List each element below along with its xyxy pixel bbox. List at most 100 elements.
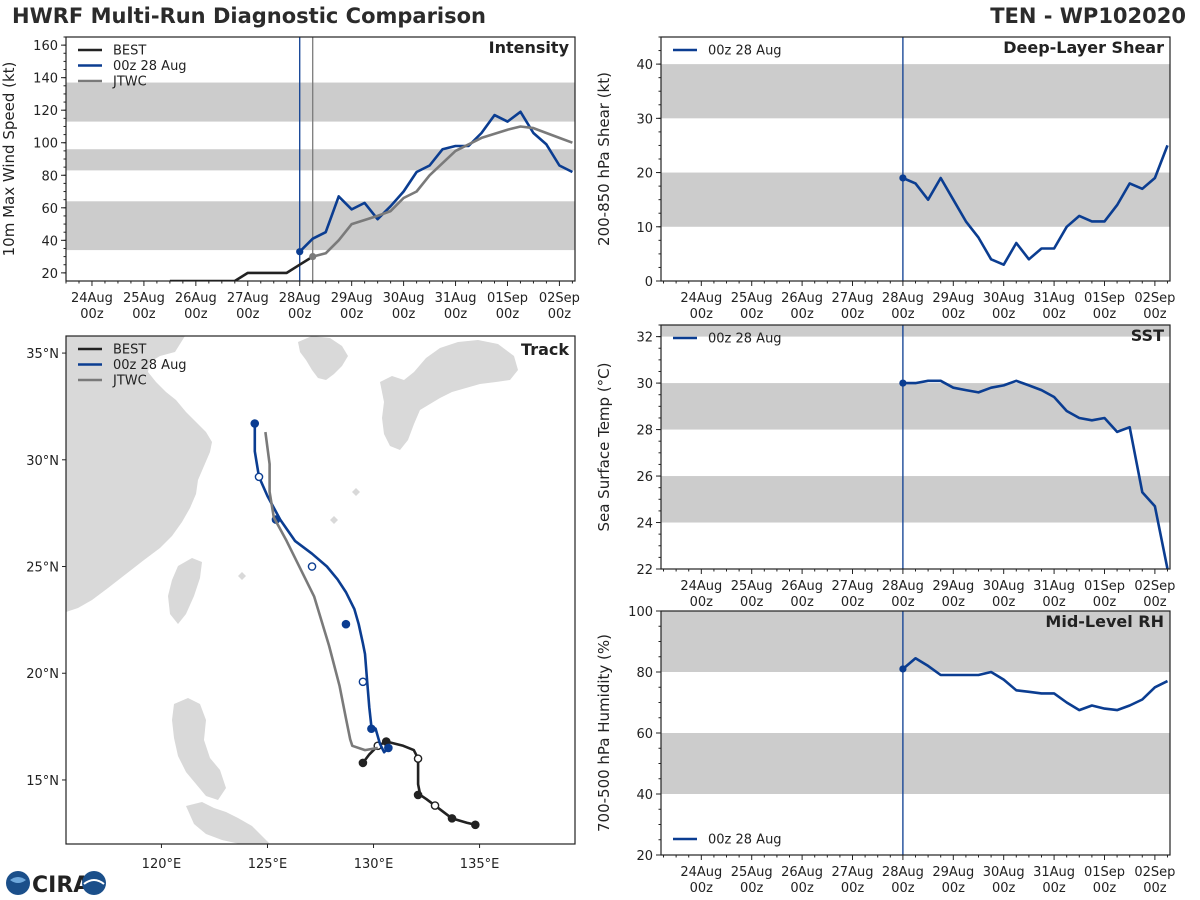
track-frame xyxy=(65,335,576,845)
legend-label-00z-28-aug: 00z 28 Aug xyxy=(708,44,782,59)
x-tick-label-date: 25Aug xyxy=(731,291,773,306)
x-tick-label-date: 28Aug xyxy=(882,291,924,306)
x-tick-label-hour: 00z xyxy=(132,307,156,322)
y-tick-label: 80 xyxy=(41,169,58,184)
x-tick-label-hour: 00z xyxy=(690,881,714,896)
y-tick-label: 40 xyxy=(41,234,58,249)
land-china xyxy=(66,336,212,612)
shaded-band xyxy=(66,149,575,171)
axes-frame-sst xyxy=(660,324,1171,570)
track-point xyxy=(430,801,440,810)
y-axis-label-shear: 200-850 hPa Shear (kt) xyxy=(595,72,613,246)
x-tick-label-hour: 00z xyxy=(392,307,416,322)
legend-label-jtwc: JTWC xyxy=(112,75,147,90)
shaded-band xyxy=(661,733,1170,794)
y-tick-label: 30°N xyxy=(26,454,59,469)
shaded-band xyxy=(661,476,1170,523)
y-tick-label: 60 xyxy=(41,202,58,217)
x-tick-label-date: 28Aug xyxy=(882,865,924,880)
x-tick-label-hour: 00z xyxy=(841,881,865,896)
x-tick-label-date: 27Aug xyxy=(832,291,874,306)
track-line-00z-28-aug xyxy=(253,423,390,754)
plot-area-shear xyxy=(661,37,1170,281)
x-tick-label-hour: 00z xyxy=(690,307,714,322)
y-axis-label-rh: 700-500 hPa Humidity (%) xyxy=(595,634,613,832)
x-tick-label-hour: 00z xyxy=(942,595,966,610)
panel-title-sst: SST xyxy=(1131,326,1164,345)
x-tick-label-date: 02Sep xyxy=(1134,579,1175,594)
x-tick-label-hour: 00z xyxy=(740,881,764,896)
legend-label-00z-28-aug: 00z 28 Aug xyxy=(113,358,187,373)
plot-area-sst xyxy=(661,325,1170,569)
land-taiwan xyxy=(168,558,202,624)
x-tick-label: 135°E xyxy=(460,857,500,872)
x-tick-label-hour: 00z xyxy=(740,307,764,322)
y-tick-label: 20 xyxy=(636,849,653,864)
legend-label-best: BEST xyxy=(113,44,146,59)
panel-track: 120°E 125°E 130°E 135°E 15°N 20°N 25°N 30°N 35°N… xyxy=(26,335,576,872)
x-tick-label-hour: 00z xyxy=(841,307,865,322)
x-tick-label-date: 31Aug xyxy=(1033,291,1075,306)
x-tick-label-date: 02Sep xyxy=(1134,291,1175,306)
x-tick-label-date: 02Sep xyxy=(1134,865,1175,880)
panel-intensity: 2040608010012014016024Aug00z25Aug00z26Au… xyxy=(0,36,580,322)
y-tick-label: 24 xyxy=(636,517,653,532)
x-tick-label-date: 29Aug xyxy=(932,291,974,306)
x-tick-label-date: 27Aug xyxy=(832,865,874,880)
y-tick-label: 160 xyxy=(33,39,58,54)
x-tick-label-date: 29Aug xyxy=(331,291,373,306)
x-tick-label-hour: 00z xyxy=(496,307,520,322)
x-tick-label-date: 01Sep xyxy=(487,291,528,306)
x-tick-label-date: 02Sep xyxy=(539,291,580,306)
track-point xyxy=(358,677,368,687)
x-tick-label-date: 31Aug xyxy=(1033,865,1075,880)
track-point xyxy=(250,419,260,428)
x-tick-label-hour: 00z xyxy=(1093,307,1117,322)
x-tick-label-date: 27Aug xyxy=(227,291,269,306)
x-tick-label-hour: 00z xyxy=(444,307,468,322)
x-tick-label-hour: 00z xyxy=(992,595,1016,610)
x-tick-label-hour: 00z xyxy=(548,307,572,322)
x-tick-label-date: 26Aug xyxy=(781,865,823,880)
x-tick-label-hour: 00z xyxy=(992,307,1016,322)
y-tick-label: 10 xyxy=(636,221,653,236)
panel-title-rh: Mid-Level RH xyxy=(1045,612,1164,631)
panel-rh: 2040608010024Aug00z25Aug00z26Aug00z27Aug… xyxy=(595,605,1175,896)
plot-area-rh xyxy=(661,611,1170,855)
x-tick-label: 130°E xyxy=(354,857,394,872)
x-tick-label-hour: 00z xyxy=(891,881,915,896)
legend-label-00z-28-aug: 00z 28 Aug xyxy=(708,833,782,848)
x-tick-label-hour: 00z xyxy=(992,881,1016,896)
track-point xyxy=(413,790,423,800)
series-line-00z-28-aug xyxy=(902,379,1169,569)
y-tick-label: 30 xyxy=(636,112,653,127)
series-line-jtwc xyxy=(312,125,573,258)
y-tick-label: 15°N xyxy=(26,774,59,789)
x-tick-label-date: 26Aug xyxy=(781,291,823,306)
y-tick-label: 32 xyxy=(636,331,653,346)
x-tick-label-date: 26Aug xyxy=(175,291,217,306)
x-tick-label-date: 24Aug xyxy=(680,579,722,594)
x-tick-label-date: 25Aug xyxy=(123,291,165,306)
track-point xyxy=(254,472,264,482)
x-tick-label-hour: 00z xyxy=(1093,881,1117,896)
cira-logo: CIRA xyxy=(6,871,106,898)
y-tick-label: 40 xyxy=(636,58,653,73)
x-tick-label-hour: 00z xyxy=(1143,881,1167,896)
land-korea xyxy=(298,336,348,380)
panel-title-shear: Deep-Layer Shear xyxy=(1003,38,1164,57)
shaded-band xyxy=(661,611,1170,672)
track-line-jtwc xyxy=(264,431,379,752)
x-tick-label-hour: 00z xyxy=(340,307,364,322)
x-tick-label-date: 31Aug xyxy=(1033,579,1075,594)
track-point xyxy=(341,619,351,629)
track-point xyxy=(471,820,480,830)
series-line-00z-28-aug xyxy=(902,656,1169,712)
y-tick-label: 20 xyxy=(636,167,653,182)
x-tick-label-date: 24Aug xyxy=(680,865,722,880)
figure-title: HWRF Multi-Run Diagnostic Comparison xyxy=(12,4,487,28)
y-tick-label: 140 xyxy=(33,72,58,87)
track-point xyxy=(367,724,376,734)
x-tick-label-hour: 00z xyxy=(1042,595,1066,610)
shaded-band xyxy=(661,383,1170,430)
